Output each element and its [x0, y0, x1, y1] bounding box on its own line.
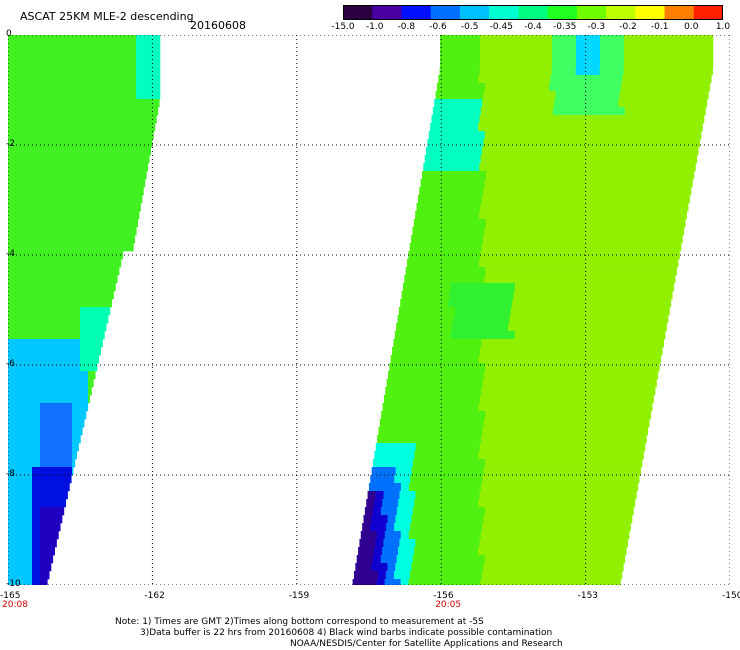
note-line-2: 3)Data buffer is 22 hrs from 20160608 4)… [140, 628, 553, 638]
note-line-3: NOAA/NESDIS/Center for Satellite Applica… [290, 639, 563, 649]
colorbar-label: -0.6 [429, 22, 447, 32]
colorbar-swatch [693, 5, 723, 20]
colorbar-swatch [372, 5, 402, 20]
colorbar-label: -0.2 [619, 22, 637, 32]
x-tick-label: -162 [144, 591, 165, 601]
colorbar-swatch [576, 5, 607, 20]
colorbar-labels: -15.0 -1.0 -0.8 -0.6 -0.5 -0.45 -0.4 -0.35 -0.3 -… [330, 22, 740, 34]
note-line-1: Note: 1) Times are GMT 2)Times along bot… [115, 617, 484, 627]
colorbar-label: -0.3 [587, 22, 606, 32]
colorbar-swatch [518, 5, 549, 20]
y-tick-label: -10 [6, 579, 21, 589]
y-tick-label: -8 [6, 469, 15, 479]
colorbar-label: -0.45 [489, 22, 513, 32]
colorbar-swatch [635, 5, 666, 20]
y-tick-label: -4 [6, 249, 15, 259]
map-date: 20160608 [190, 19, 246, 32]
colorbar-label: -0.35 [553, 22, 577, 32]
colorbar-swatch [664, 5, 695, 20]
colorbar-label: -15.0 [331, 22, 355, 32]
colorbar-swatch [343, 5, 373, 20]
colorbar-label: 0.0 [684, 22, 699, 32]
map-title: ASCAT 25KM MLE-2 descending [20, 10, 194, 23]
swath-cells [8, 35, 714, 585]
x-tick-label: -156 [433, 591, 454, 601]
y-tick-label: -2 [6, 139, 15, 149]
x-tick-label: -165 [0, 591, 21, 601]
time-label: 20:05 [435, 600, 462, 610]
colorbar-swatch [401, 5, 432, 20]
colorbar-label: -1.0 [365, 22, 384, 32]
colorbar-swatch [606, 5, 636, 20]
colorbar-label: -0.4 [524, 22, 542, 32]
colorbar-swatch [547, 5, 578, 20]
x-tick-label: -150 [722, 591, 740, 601]
colorbar-label: -0.1 [650, 22, 669, 32]
colorbar-label: -0.5 [460, 22, 479, 32]
colorbar-label: 1.0 [715, 22, 731, 32]
colorbar-swatch [430, 5, 461, 20]
plot-area [8, 35, 730, 585]
time-label: 20:08 [2, 600, 28, 610]
colorbar-swatch [489, 5, 519, 20]
gridlines [8, 35, 730, 585]
colorbar-swatch [459, 5, 490, 20]
colorbar [343, 5, 723, 20]
x-tick-label: -153 [577, 591, 599, 601]
colorbar-label: -0.8 [397, 22, 416, 32]
y-tick-label: -6 [6, 359, 15, 369]
y-tick-label: 0 [6, 29, 12, 39]
x-tick-label: -159 [288, 591, 310, 601]
